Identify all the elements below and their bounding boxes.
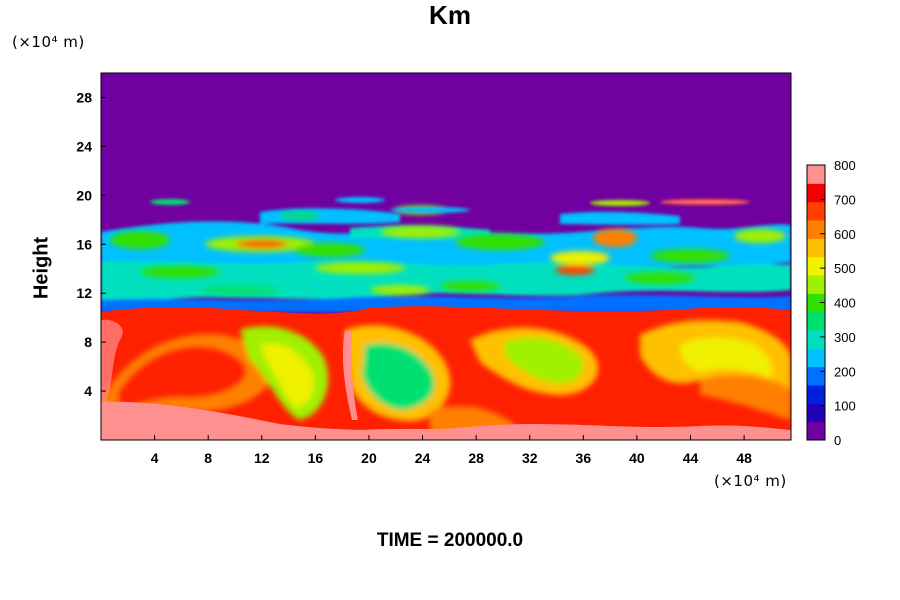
- colorbar-tick-label: 100: [834, 399, 856, 414]
- x-tick-label: 48: [736, 450, 752, 466]
- colorbar-swatch: [807, 201, 825, 221]
- colorbar-tick-label: 200: [834, 364, 856, 379]
- y-tick-label: 24: [76, 138, 92, 154]
- colorbar-tick-label: 0: [834, 433, 841, 448]
- colorbar-swatch: [807, 366, 825, 386]
- colorbar-swatch: [807, 385, 825, 404]
- y-tick-label: 12: [76, 285, 92, 301]
- colorbar-swatch: [807, 165, 825, 184]
- x-tick-label: 16: [308, 450, 324, 466]
- chart-title: Km: [429, 0, 471, 30]
- colorbar-swatch: [807, 421, 825, 441]
- colorbar-swatch: [807, 183, 825, 203]
- y-axis-unit: (×10⁴ m): [12, 33, 85, 51]
- x-tick-label: 24: [415, 450, 431, 466]
- x-tick-label: 20: [361, 450, 377, 466]
- x-axis-unit: (×10⁴ m): [714, 472, 787, 490]
- colorbar-swatch: [807, 238, 825, 258]
- x-tick-label: 36: [576, 450, 592, 466]
- colorbar-tick-label: 400: [834, 296, 856, 311]
- colorbar-swatch: [807, 220, 825, 239]
- x-tick-label: 4: [151, 450, 159, 466]
- y-tick-label: 4: [84, 383, 92, 399]
- colorbar-tick-label: 300: [834, 330, 856, 345]
- plot-frame: [100, 72, 792, 441]
- x-tick-label: 44: [683, 450, 699, 466]
- x-tick-label: 28: [468, 450, 484, 466]
- colorbar-swatch: [807, 330, 825, 349]
- colorbar-tick-label: 700: [834, 192, 856, 207]
- colorbar-tick-label: 600: [834, 227, 856, 242]
- turbulent-layer: [101, 197, 791, 312]
- colorbar-tick-label: 800: [834, 158, 856, 173]
- colorbar-swatch: [807, 275, 825, 294]
- boundary-layer: [101, 306, 791, 440]
- y-tick-label: 20: [76, 187, 92, 203]
- colorbar-tick-label: 500: [834, 261, 856, 276]
- colorbar-swatch: [807, 293, 825, 313]
- colorbar-swatch: [807, 256, 825, 276]
- x-tick-label: 32: [522, 450, 538, 466]
- x-tick-label: 8: [204, 450, 212, 466]
- colorbar: 0 100 200 300 400 500 600 700 800: [806, 158, 856, 448]
- heatmap-field: [101, 73, 791, 440]
- time-label: TIME = 200000.0: [376, 530, 524, 551]
- colorbar-swatch: [807, 403, 825, 423]
- y-tick-label: 16: [76, 236, 92, 252]
- x-tick-label: 12: [254, 450, 270, 466]
- colorbar-swatch: [807, 348, 825, 368]
- y-tick-label: 28: [76, 89, 92, 105]
- x-tick-label: 40: [629, 450, 645, 466]
- y-tick-label: 8: [84, 334, 92, 350]
- colorbar-swatch: [807, 311, 825, 331]
